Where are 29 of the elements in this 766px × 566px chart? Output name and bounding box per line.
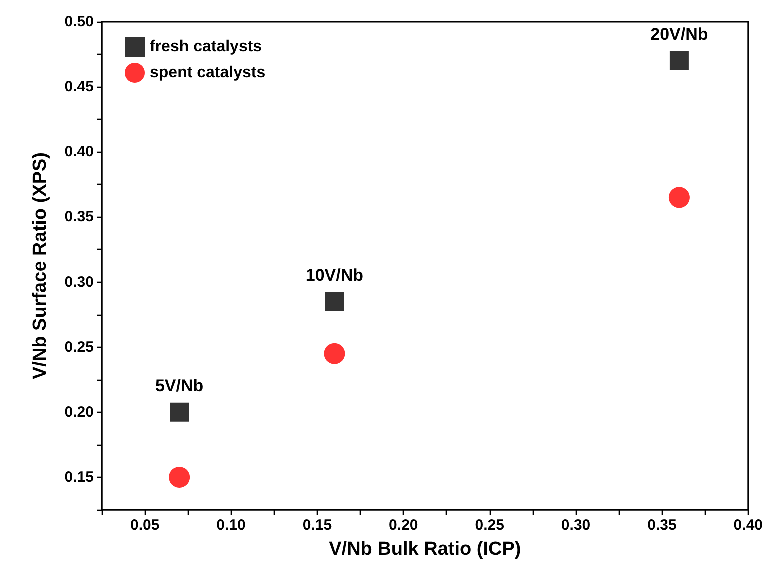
point [668,187,690,208]
x-tick-label: 0.20 [389,517,418,534]
y-tick-label: 0.15 [64,468,94,486]
x-tick-label: 0.10 [216,517,246,534]
point [324,343,346,364]
annotation: 20V/Nb [650,25,708,44]
annotation: 5V/Nb [155,376,204,396]
y-tick-label: 0.50 [64,14,94,30]
y-tick-label: 0.30 [64,274,94,291]
point [325,292,344,312]
y-tick-label: 0.35 [64,208,94,226]
legend-label: fresh catalysts [150,38,262,56]
point [670,52,689,71]
annotation: 10V/Nb [306,266,364,285]
x-tick-label: 0.30 [561,517,591,534]
y-tick-label: 0.45 [64,78,94,96]
x-tick-label: 0.35 [648,517,677,534]
y-tick-label: 0.20 [64,404,94,421]
x-tick-label: 0.25 [475,517,504,534]
legend-label: spent catalysts [150,64,266,82]
x-tick-label: 0.15 [302,517,332,534]
x-tick-label: 0.40 [734,517,764,534]
point [170,402,190,422]
y-tick-label: 0.40 [64,144,94,161]
y-tick-label: 0.25 [64,338,94,356]
x-axis-title: V/Nb Bulk Ratio (ICP) [329,539,522,560]
point [169,466,190,488]
x-tick-label: 0.05 [130,517,160,534]
y-axis-title: V/Nb Surface Ratio (XPS) [30,152,51,380]
